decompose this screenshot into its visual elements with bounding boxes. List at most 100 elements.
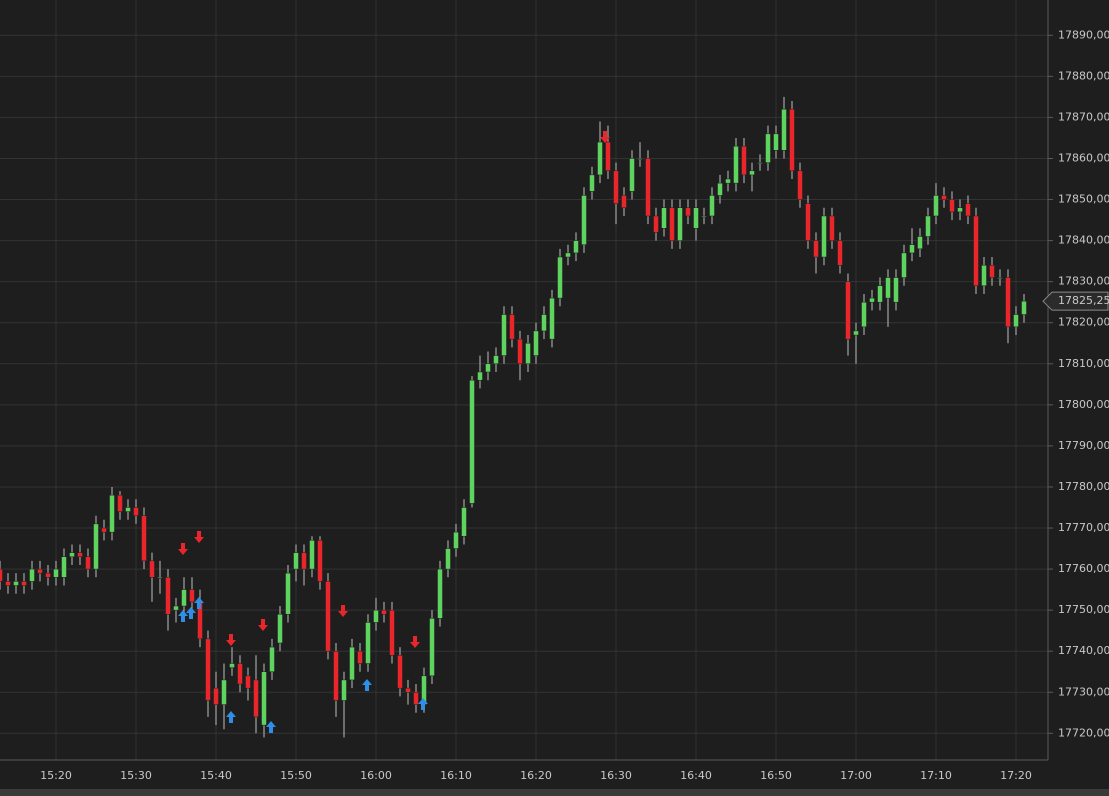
candle-body (669, 207, 675, 241)
candle-body (517, 338, 523, 365)
candle-body (925, 215, 931, 237)
scrollbar[interactable] (0, 789, 1109, 796)
x-tick-label: 16:10 (440, 769, 472, 782)
candle-body (365, 622, 371, 664)
candle-body (653, 215, 659, 233)
y-tick-label: 17840,00 (1058, 234, 1109, 247)
candle-body (789, 108, 795, 172)
candle-body (485, 363, 491, 373)
candle-body (541, 314, 547, 332)
candle-body (229, 663, 235, 668)
candle-body (85, 556, 91, 570)
candle-body (829, 215, 835, 241)
x-tick-label: 16:50 (760, 769, 792, 782)
candle-body (165, 577, 171, 615)
candle-body (701, 215, 707, 218)
candle-body (813, 240, 819, 258)
last-price-tag (1042, 291, 1109, 311)
candle-body (173, 605, 179, 611)
candle-body (109, 494, 115, 533)
x-tick-label: 15:40 (200, 769, 232, 782)
candle-body (597, 141, 603, 176)
candle-body (693, 207, 699, 229)
candle-body (285, 572, 291, 615)
y-tick-label: 17880,00 (1058, 69, 1109, 82)
candle-body (1005, 277, 1011, 328)
candle-body (133, 507, 139, 516)
candle-body (237, 663, 243, 685)
candle-body (957, 207, 963, 213)
candle-body (805, 203, 811, 241)
candle-body (293, 552, 299, 570)
candle-body (477, 371, 483, 381)
candle-body (453, 531, 459, 549)
candle-body (301, 552, 307, 570)
candle-body (389, 609, 395, 656)
grid (0, 0, 1048, 760)
candle-body (661, 207, 667, 229)
candle-body (101, 527, 107, 533)
candle-body (45, 572, 51, 578)
candle-body (245, 675, 251, 689)
candle-body (941, 195, 947, 200)
x-tick-label: 16:00 (360, 769, 392, 782)
candle-body (557, 256, 563, 299)
candle-body (189, 589, 195, 603)
candle-body (221, 679, 227, 705)
y-tick-label: 17780,00 (1058, 480, 1109, 493)
candle-body (997, 277, 1003, 279)
candle-body (525, 343, 531, 365)
candle-body (573, 240, 579, 254)
y-tick-label: 17890,00 (1058, 28, 1109, 41)
candle-body (893, 277, 899, 303)
candle-body (461, 507, 467, 537)
x-tick-label: 17:10 (920, 769, 952, 782)
candle-body (77, 552, 83, 558)
candle-body (773, 133, 779, 151)
y-tick-label: 17740,00 (1058, 644, 1109, 657)
candle-body (901, 252, 907, 278)
x-tick-label: 15:30 (120, 769, 152, 782)
candle-body (181, 589, 187, 607)
x-tick-label: 17:20 (1000, 769, 1032, 782)
candle-body (13, 581, 19, 586)
candle-body (117, 494, 123, 512)
candle-body (469, 379, 475, 504)
candle-body (629, 158, 635, 192)
candle-body (373, 609, 379, 623)
candle-body (37, 568, 43, 574)
candle-body (413, 692, 419, 705)
candle-body (885, 277, 891, 299)
y-tick-label: 17760,00 (1058, 562, 1109, 575)
candle-body (581, 195, 587, 245)
candle-body (0, 568, 3, 582)
candles (0, 96, 1027, 738)
candle-body (69, 552, 75, 558)
candle-body (933, 195, 939, 217)
candle-body (93, 523, 99, 570)
candle-body (853, 330, 859, 336)
candle-body (501, 314, 507, 356)
x-tick-label: 15:20 (40, 769, 72, 782)
candle-body (645, 158, 651, 217)
candle-body (637, 158, 643, 160)
candle-body (917, 236, 923, 250)
candle-body (989, 264, 995, 278)
candle-body (141, 515, 147, 562)
x-tick-label: 15:50 (280, 769, 312, 782)
candle-body (397, 655, 403, 689)
candle-body (333, 650, 339, 701)
candle-body (445, 548, 451, 570)
candle-body (709, 195, 715, 217)
candle-body (589, 174, 595, 192)
candle-body (685, 207, 691, 217)
candle-body (261, 671, 267, 726)
y-tick-label: 17850,00 (1058, 193, 1109, 206)
y-tick-label: 17860,00 (1058, 151, 1109, 164)
candle-body (149, 560, 155, 578)
candle-body (429, 618, 435, 677)
x-tick-label: 16:30 (600, 769, 632, 782)
candle-body (29, 568, 35, 582)
candle-body (869, 297, 875, 303)
